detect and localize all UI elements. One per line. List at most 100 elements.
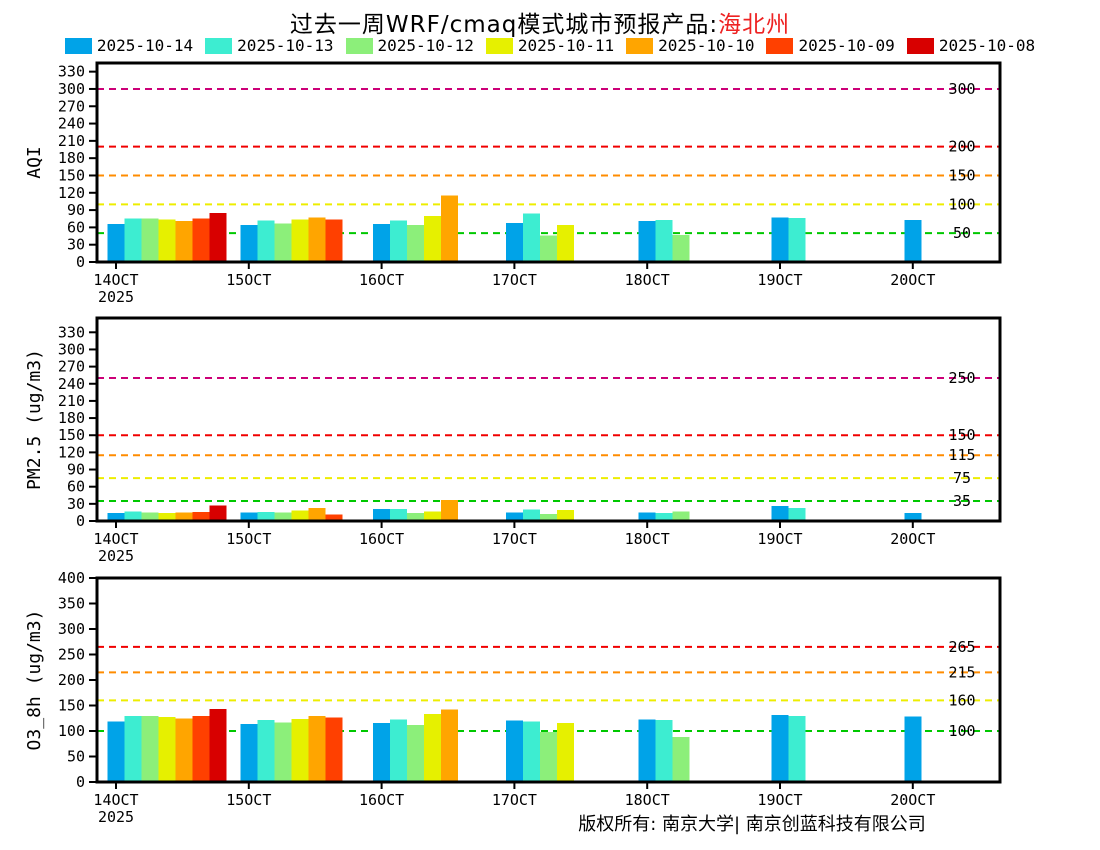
- bar: [291, 718, 309, 782]
- legend-label: 2025-10-11: [517, 36, 615, 55]
- bar: [192, 218, 210, 262]
- legend-label: 2025-10-12: [377, 36, 474, 55]
- y-tick-label: 90: [67, 461, 85, 479]
- y-tick-label: 0: [76, 773, 85, 791]
- bar: [274, 512, 292, 521]
- x-tick-label: 17OCT: [492, 271, 537, 289]
- bar: [240, 512, 258, 521]
- y-tick-label: 330: [58, 63, 85, 81]
- x-tick-label: 19OCT: [757, 530, 802, 548]
- bar: [505, 222, 523, 262]
- y-tick-label: 180: [58, 409, 85, 427]
- x-tick-label: 14OCT: [93, 530, 138, 548]
- bar: [308, 507, 326, 521]
- y-tick-label: 100: [58, 722, 85, 740]
- y-tick-label: 240: [58, 115, 85, 133]
- bar: [424, 215, 442, 262]
- bar: [390, 508, 408, 521]
- x-tick-label: 15OCT: [226, 791, 271, 809]
- bar: [904, 219, 922, 262]
- bar: [771, 506, 789, 521]
- bar: [556, 225, 574, 262]
- y-tick-label: 30: [67, 495, 85, 513]
- bar: [373, 508, 391, 521]
- legend-swatch-icon: [64, 37, 92, 54]
- bar: [325, 717, 343, 782]
- y-tick-label: 120: [58, 443, 85, 461]
- x-tick-label: 20OCT: [890, 530, 935, 548]
- bar: [192, 511, 210, 521]
- bar: [539, 514, 557, 521]
- legend-swatch-icon: [485, 37, 513, 54]
- bar: [308, 217, 326, 262]
- y-tick-label: 300: [58, 80, 85, 98]
- y-axis-title: O3_8h (ug/m3): [24, 610, 45, 751]
- page-title-city: 海北州: [718, 12, 791, 38]
- bar: [257, 511, 275, 521]
- threshold-label: 35: [953, 492, 971, 510]
- x-year-label: 2025: [98, 808, 134, 826]
- bar: [522, 213, 540, 262]
- bar: [424, 511, 442, 521]
- plot-frame: [95, 61, 1002, 264]
- chart-panel: 030609012015018021024027030033014OCT2025…: [24, 61, 1002, 306]
- y-tick-label: 350: [58, 595, 85, 613]
- bar: [373, 722, 391, 782]
- x-tick-label: 20OCT: [890, 791, 935, 809]
- bar: [638, 719, 656, 782]
- chart-panel: 030609012015018021024027030033014OCT2025…: [24, 316, 1002, 565]
- legend-swatch-icon: [906, 37, 934, 54]
- x-tick-label: 18OCT: [625, 791, 670, 809]
- legend-item: 2025-10-11: [485, 36, 615, 55]
- y-tick-label: 150: [58, 426, 85, 444]
- bar: [107, 512, 125, 521]
- legend-label: 2025-10-08: [938, 36, 1036, 55]
- x-tick-label: 20OCT: [890, 271, 935, 289]
- y-tick-label: 270: [58, 358, 85, 376]
- bar: [175, 512, 193, 521]
- bar: [505, 720, 523, 782]
- threshold-label: 115: [948, 446, 975, 464]
- y-tick-label: 180: [58, 149, 85, 167]
- legend-item: 2025-10-12: [345, 36, 474, 55]
- legend-label: 2025-10-14: [96, 36, 194, 55]
- legend-swatch-icon: [345, 37, 373, 54]
- bar: [771, 217, 789, 262]
- bar: [291, 219, 309, 262]
- bar: [325, 514, 343, 521]
- x-tick-label: 19OCT: [757, 271, 802, 289]
- x-tick-label: 14OCT: [93, 791, 138, 809]
- bar: [788, 218, 806, 262]
- threshold-label: 100: [948, 195, 975, 213]
- bar: [441, 195, 459, 262]
- threshold-label: 160: [948, 691, 975, 709]
- bar: [257, 719, 275, 782]
- bar: [655, 512, 673, 521]
- x-tick-label: 16OCT: [359, 271, 404, 289]
- legend-item: 2025-10-10: [626, 36, 754, 55]
- page-title-prefix: 过去一周WRF/cmaq模式城市预报产品:: [289, 12, 719, 38]
- legend-swatch-icon: [626, 37, 654, 54]
- bar: [274, 722, 292, 782]
- bar: [308, 716, 326, 782]
- bar: [904, 716, 922, 782]
- bar: [158, 717, 176, 782]
- bar: [124, 218, 142, 262]
- bar: [373, 223, 391, 262]
- x-tick-label: 14OCT: [93, 271, 138, 289]
- bar: [522, 509, 540, 521]
- bar: [407, 225, 425, 262]
- y-tick-label: 150: [58, 697, 85, 715]
- bar: [505, 512, 523, 521]
- bar: [141, 716, 159, 782]
- bar: [158, 512, 176, 521]
- y-tick-label: 250: [58, 646, 85, 664]
- y-tick-label: 50: [67, 748, 85, 766]
- bar: [441, 709, 459, 782]
- bar: [672, 737, 690, 782]
- bar: [141, 512, 159, 521]
- y-tick-label: 120: [58, 184, 85, 202]
- legend-swatch-icon: [766, 37, 794, 54]
- bar: [124, 716, 142, 782]
- bar: [556, 510, 574, 521]
